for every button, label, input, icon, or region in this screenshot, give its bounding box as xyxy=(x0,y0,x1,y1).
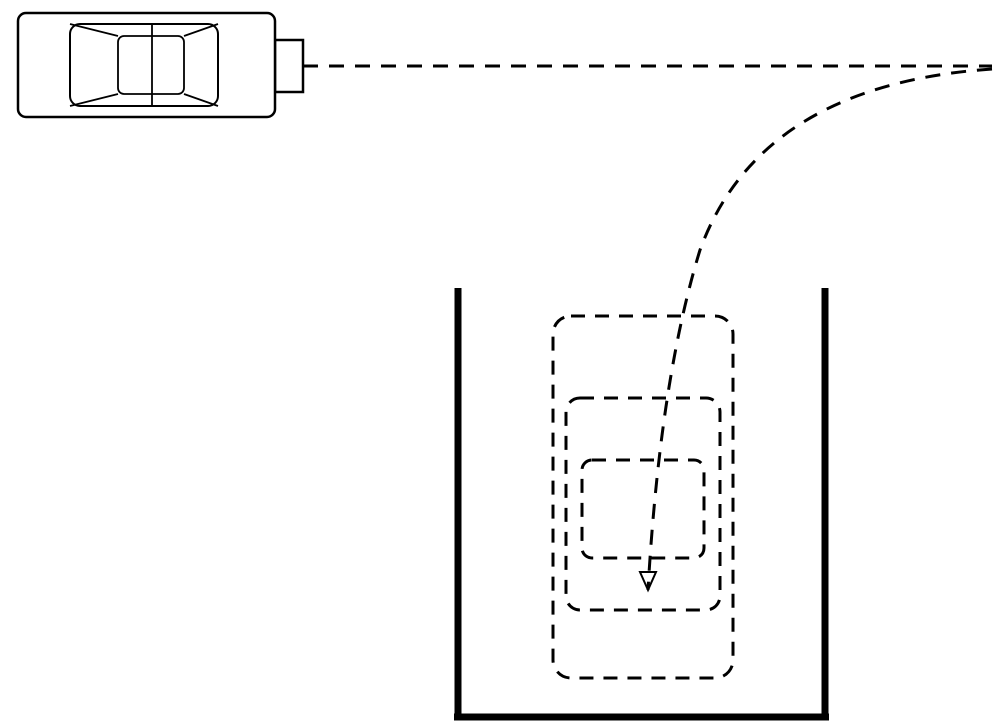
parked-car-body xyxy=(553,316,733,678)
parking-diagram xyxy=(0,0,1000,727)
car-body xyxy=(18,13,275,117)
trailer xyxy=(275,40,303,92)
parked-car-roof xyxy=(582,460,704,558)
curve-path xyxy=(648,69,992,590)
